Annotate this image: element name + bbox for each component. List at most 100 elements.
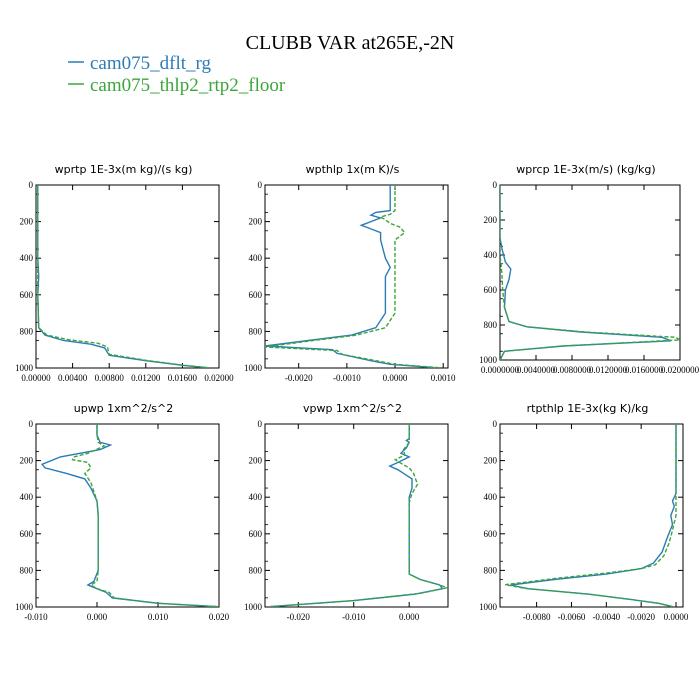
ytick-label: 200 [20, 456, 34, 466]
ytick-label: 800 [249, 565, 263, 575]
xtick-label: 0.02000 [204, 373, 234, 383]
panel-title-vpwp: vpwp 1xm^2/s^2 [303, 402, 402, 415]
ytick-label: 800 [484, 565, 498, 575]
ytick-label: 600 [20, 290, 34, 300]
xtick-label: -0.0020 [285, 373, 313, 383]
ytick-label: 200 [20, 217, 34, 227]
ytick-label: 0 [493, 419, 498, 429]
xtick-label: 0.01200 [131, 373, 161, 383]
xtick-label: 0.0080000 [553, 365, 592, 375]
panel-frame-vpwp [264, 423, 449, 608]
xtick-label: 0.0000000 [481, 365, 520, 375]
xtick-label: -0.020 [287, 612, 311, 622]
series-line-wprcp-dflt [500, 185, 672, 360]
panel-frame-wpthlp [264, 184, 449, 369]
ytick-label: 0 [29, 180, 34, 190]
xtick-label: -0.010 [24, 612, 48, 622]
panel-vpwp: vpwp 1xm^2/s^2 0 200 400 600 800 1000 -0.020 -0.… [244, 402, 449, 622]
series-line-vpwp-dflt [270, 424, 444, 607]
ytick-label: 400 [249, 492, 263, 502]
panel-title-rtpthlp: rtpthlp 1E-3x(kg K)/kg [527, 402, 649, 415]
xtick-label: 0.00400 [58, 373, 88, 383]
xtick-label: 0.0000 [664, 612, 689, 622]
xtick-label: 0.0200000 [661, 365, 700, 375]
legend: cam075_dflt_rg cam075_thlp2_rtp2_floor [68, 53, 286, 96]
series-line-wpthlp-dflt [265, 185, 434, 368]
ytick-label: 1000 [479, 355, 498, 365]
ytick-label: 0 [258, 419, 263, 429]
xtick-label: -0.0020 [627, 612, 655, 622]
xtick-label: 0.01600 [168, 373, 198, 383]
panel-wprcp: wprcp 1E-3x(m/s) (kg/kg) 0 200 400 600 800 100… [479, 163, 700, 375]
panel-frame-rtpthlp [499, 423, 684, 608]
ytick-label: 400 [484, 250, 498, 260]
figure-title: CLUBB VAR at265E,-2N [246, 32, 455, 54]
xtick-label: -0.0080 [523, 612, 551, 622]
xtick-label: 0.000 [399, 612, 420, 622]
panel-wprtp: wprtp 1E-3x(m kg)/(s kg) 0 200 400 600 800 100… [15, 163, 234, 383]
ytick-label: 600 [484, 529, 498, 539]
xtick-label: 0.010 [148, 612, 169, 622]
ytick-label: 1000 [244, 602, 263, 612]
ytick-label: 1000 [479, 602, 498, 612]
ytick-label: 200 [249, 456, 263, 466]
ytick-label: 200 [484, 456, 498, 466]
ytick-label: 200 [249, 217, 263, 227]
ytick-label: 0 [258, 180, 263, 190]
xtick-label: -0.0010 [333, 373, 361, 383]
ytick-label: 1000 [15, 363, 34, 373]
xtick-label: 0.00800 [95, 373, 125, 383]
ytick-label: 400 [484, 492, 498, 502]
ytick-label: 0 [29, 419, 34, 429]
ytick-label: 200 [484, 215, 498, 225]
panel-frame-wprtp [35, 184, 220, 369]
xtick-label: 0.000 [87, 612, 108, 622]
xtick-label: 0.0160000 [625, 365, 664, 375]
xtick-label: 0.00000 [21, 373, 51, 383]
ytick-label: 800 [20, 326, 34, 336]
xtick-label: 0.020 [209, 612, 230, 622]
xtick-label: 0.0010 [431, 373, 456, 383]
panel-wpthlp: wpthlp 1x(m K)/s 0 200 400 600 800 1000 -0.0020… [244, 163, 456, 383]
series-line-vpwp-floor [270, 424, 448, 607]
panel-title-wprtp: wprtp 1E-3x(m kg)/(s kg) [55, 163, 193, 176]
ytick-label: 400 [20, 253, 34, 263]
ytick-label: 600 [484, 285, 498, 295]
ytick-label: 600 [249, 529, 263, 539]
xtick-label: -0.0040 [592, 612, 620, 622]
panel-title-wpthlp: wpthlp 1x(m K)/s [306, 163, 400, 176]
panel-frame-upwp [35, 423, 220, 608]
panel-title-upwp: upwp 1xm^2/s^2 [74, 402, 174, 415]
series-line-wprtp-floor [37, 185, 209, 368]
xtick-label: -0.010 [342, 612, 366, 622]
ytick-label: 600 [249, 290, 263, 300]
series-line-upwp-dflt [40, 424, 216, 607]
ytick-label: 400 [249, 253, 263, 263]
series-line-wprtp-dflt [37, 185, 206, 368]
ytick-label: 800 [249, 326, 263, 336]
legend-label-dflt: cam075_dflt_rg [90, 53, 212, 74]
xtick-label: -0.0060 [558, 612, 586, 622]
panel-title-wprcp: wprcp 1E-3x(m/s) (kg/kg) [516, 163, 655, 176]
ytick-label: 800 [20, 565, 34, 575]
series-line-rtpthlp-dflt [510, 424, 677, 607]
panel-upwp: upwp 1xm^2/s^2 0 200 400 600 800 1000-0.010 0.0… [15, 402, 230, 622]
ytick-label: 600 [20, 529, 34, 539]
ytick-label: 0 [493, 180, 498, 190]
ytick-label: 1000 [244, 363, 263, 373]
panels: wprtp 1E-3x(m kg)/(s kg) 0 200 400 600 800 100… [15, 163, 700, 622]
ytick-label: 800 [484, 320, 498, 330]
series-line-upwp-floor [71, 424, 218, 607]
xtick-label: 0.0120000 [589, 365, 628, 375]
series-line-wprcp-floor [500, 185, 680, 360]
panel-frame-wprcp [499, 184, 681, 361]
xtick-label: 0.0000 [383, 373, 408, 383]
xtick-label: 0.0040000 [517, 365, 556, 375]
ytick-label: 400 [20, 492, 34, 502]
series-line-rtpthlp-floor [505, 424, 677, 607]
series-line-wpthlp-floor [265, 185, 439, 368]
ytick-label: 1000 [15, 602, 34, 612]
panel-rtpthlp: rtpthlp 1E-3x(kg K)/kg 0 200 400 600 800 1000 -… [479, 402, 689, 622]
legend-label-floor: cam075_thlp2_rtp2_floor [90, 75, 286, 96]
